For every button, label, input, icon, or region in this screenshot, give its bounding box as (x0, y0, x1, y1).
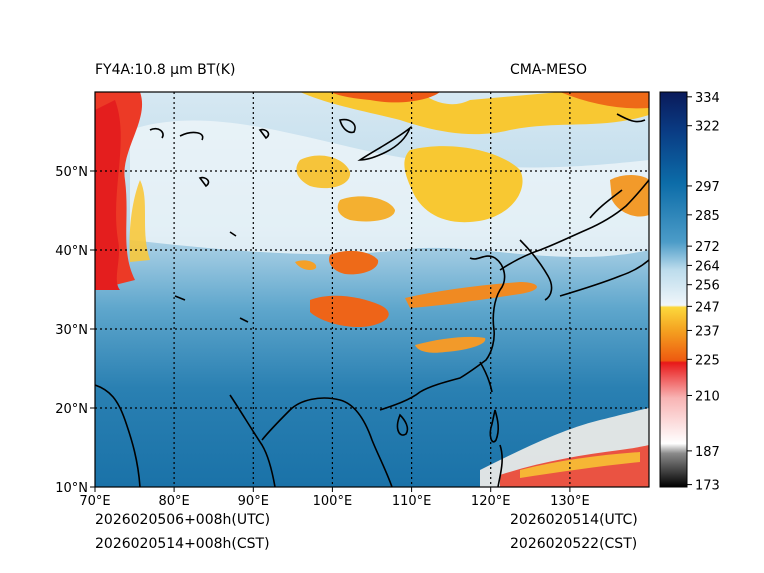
init-time-cst: 2026020514+008h(CST) (95, 536, 270, 552)
colorbar-tick-label: 187 (695, 445, 720, 460)
colorbar-tick-label: 334 (695, 91, 720, 106)
valid-time-utc: 2026020514(UTC) (510, 512, 638, 528)
colorbar-ticks: 173 187 210 225 237 247 256 264 272 285 297 322 334 (687, 91, 720, 494)
colorbar-tick-label: 264 (695, 259, 720, 274)
axis-ticks (90, 170, 571, 492)
figure-title: FY4A:10.8 µm BT(K) (95, 62, 236, 78)
colorbar-tick-label: 237 (695, 324, 720, 339)
colorbar-tick-label: 322 (695, 120, 720, 135)
colorbar-tick-label: 272 (695, 240, 720, 255)
coastlines (95, 113, 649, 487)
lat-label-20: 20°N (55, 402, 88, 417)
lon-label-130: 130°E (550, 494, 590, 509)
colorbar-tick-label: 225 (695, 353, 720, 368)
colorbar-frame (659, 91, 688, 488)
colorbar-gradient (660, 92, 687, 487)
valid-time-cst: 2026020522(CST) (510, 536, 638, 552)
colorbar-tick-label: 285 (695, 209, 720, 224)
colorbar: 173 187 210 225 237 247 256 264 272 285 297 322 334 (659, 91, 720, 494)
lat-label-50: 50°N (55, 165, 88, 180)
colorbar-tick-label: 297 (695, 180, 720, 195)
colorbar-tick-label: 247 (695, 300, 720, 315)
lon-label-100: 100°E (313, 494, 353, 509)
lon-label-70: 70°E (79, 494, 110, 509)
lon-label-80: 80°E (158, 494, 189, 509)
lon-label-110: 110°E (392, 494, 432, 509)
longitude-labels: 70°E 80°E 90°E 100°E 110°E 120°E 130°E (79, 494, 589, 509)
lon-label-120: 120°E (471, 494, 511, 509)
lat-label-10: 10°N (55, 481, 88, 496)
latitude-labels: 10°N 20°N 30°N 40°N 50°N (55, 165, 88, 496)
lat-label-30: 30°N (55, 323, 88, 338)
lat-label-40: 40°N (55, 244, 88, 259)
colorbar-tick-label: 210 (695, 389, 720, 404)
graticule (95, 92, 649, 487)
brightness-temperature-field (95, 92, 649, 487)
colorbar-tick-label: 173 (695, 479, 720, 494)
colorbar-tick-label: 256 (695, 279, 720, 294)
init-time-utc: 2026020506+008h(UTC) (95, 512, 271, 528)
model-name: CMA-MESO (510, 62, 588, 78)
lon-label-90: 90°E (238, 494, 269, 509)
map-frame (94, 91, 650, 488)
